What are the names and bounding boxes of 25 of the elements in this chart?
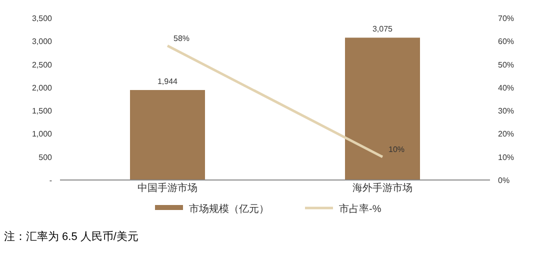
y-tick-label: 1,500 [32,106,53,116]
y-tick-label: - [49,176,52,185]
y2-tick-label: 0% [498,176,510,185]
y2-tick-label: 30% [498,106,514,116]
data-label: 3,075 [372,24,394,34]
y-tick-label: 2,500 [32,60,53,70]
x-tick-label: 中国手游市场 [138,182,198,194]
y2-tick-label: 40% [498,83,514,92]
y-tick-label: 500 [38,152,53,162]
text: 注：汇率为 6.5 人民币/美元 [4,230,138,243]
y2-tick-label: 60% [498,37,514,46]
legend-label: 市场规模（亿元） [189,203,269,215]
y-tick-label: 2,000 [32,83,53,92]
y-tick-label: 3,500 [32,14,53,23]
data-label: 10% [388,144,405,154]
y2-tick-label: 10% [498,152,514,162]
data-label: 58% [174,34,190,43]
legend-label: 市占率-% [339,203,382,215]
y-tick-label: 1,000 [32,130,53,139]
y2-tick-label: 50% [498,60,514,70]
y2-tick-label: 70% [498,14,514,23]
data-label: 1,944 [157,77,178,86]
y2-tick-label: 20% [498,130,514,139]
x-tick-label: 海外手游市场 [352,182,412,194]
y-tick-label: 3,000 [32,37,53,46]
